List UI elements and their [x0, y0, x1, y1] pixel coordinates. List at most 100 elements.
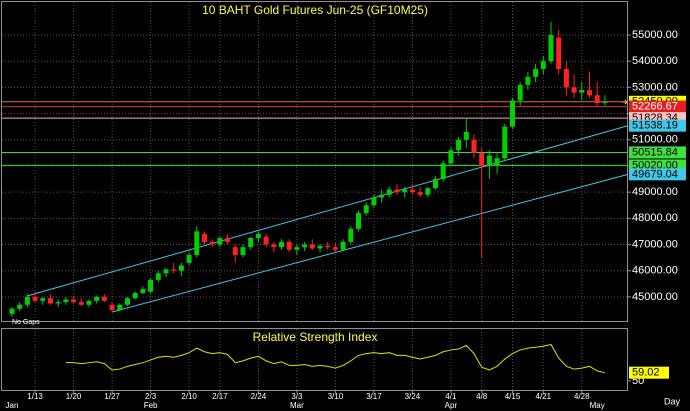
candle-body — [9, 308, 15, 314]
channel-line — [111, 173, 629, 313]
channel-line — [27, 125, 629, 297]
candle-body — [440, 163, 446, 180]
candle-body — [563, 69, 569, 88]
candle-body — [386, 189, 392, 195]
candle-body — [602, 101, 608, 104]
candle-body — [117, 304, 123, 310]
candle-body — [32, 296, 38, 301]
x-tick-label: 2/10 — [181, 392, 197, 401]
x-tick-label: 3/17 — [366, 392, 382, 401]
candle-body — [132, 292, 138, 299]
candle-body — [163, 269, 169, 274]
candle-body — [540, 61, 546, 70]
x-tick-label: 3/3 — [291, 392, 303, 401]
month-label: Jan — [6, 401, 19, 410]
candle-body — [571, 87, 577, 93]
x-tick-label: 4/15 — [505, 392, 521, 401]
candle-body — [510, 100, 515, 127]
y-tick-label: 49000.00 — [632, 186, 678, 198]
x-tick-label: 2/17 — [212, 392, 228, 401]
candle-body — [348, 228, 354, 242]
candle-body — [425, 188, 431, 195]
month-label: Feb — [144, 401, 158, 410]
candle-body — [325, 245, 331, 248]
level-label: 52266.67 — [632, 100, 678, 112]
candle-body — [63, 299, 69, 303]
x-tick-label: 1/20 — [66, 392, 82, 401]
x-tick-label: 4/21 — [536, 392, 552, 401]
candle-body — [479, 152, 485, 166]
x-tick-label: 3/24 — [405, 392, 421, 401]
candle-body — [194, 231, 200, 255]
y-tick-label: 45000.00 — [632, 291, 678, 303]
candle-body — [379, 194, 385, 198]
candle-body — [225, 237, 231, 242]
month-label: Apr — [445, 401, 458, 410]
y-tick-label: 53000.00 — [632, 81, 678, 93]
candle-body — [55, 302, 61, 304]
candle-body — [94, 296, 100, 301]
candle-body — [317, 245, 323, 249]
candle-body — [463, 131, 469, 140]
candle-body — [456, 139, 462, 151]
candle-body — [71, 299, 77, 303]
level-label-box — [629, 100, 686, 113]
candle-body — [140, 289, 146, 293]
candle-body — [533, 69, 539, 77]
candle-body — [17, 304, 23, 309]
candle-body — [433, 179, 438, 189]
candle-body — [155, 273, 161, 280]
y-tick-label: 47000.00 — [632, 238, 678, 250]
level-label: 50515.84 — [632, 146, 678, 158]
candle-body — [302, 244, 308, 248]
candle-body — [286, 241, 292, 250]
y-tick-label: 51000.00 — [632, 134, 678, 146]
candle-body — [217, 237, 223, 245]
candle-body — [394, 189, 400, 193]
x-axis-label: Day — [664, 396, 681, 406]
channel-label: 49679.04 — [632, 168, 678, 180]
price-panel — [1, 1, 628, 322]
candle-body — [471, 139, 477, 153]
x-tick-label: 1/13 — [27, 392, 43, 401]
x-tick-label: 4/28 — [574, 392, 590, 401]
candle-body — [294, 247, 300, 250]
candle-body — [279, 241, 284, 248]
candle-body — [579, 90, 585, 93]
candle-body — [186, 255, 192, 263]
candle-body — [309, 244, 315, 249]
candle-body — [517, 84, 523, 101]
level-label: 50020.00 — [632, 159, 678, 171]
x-tick-label: 3/10 — [328, 392, 344, 401]
candle-body — [78, 302, 84, 305]
candle-body — [548, 35, 554, 62]
y-tick-label: 54000.00 — [632, 55, 678, 67]
y-tick-label: 48000.00 — [632, 212, 678, 224]
note: No Gaps — [12, 319, 40, 326]
candle-body — [255, 234, 261, 238]
candle-body — [178, 265, 184, 271]
channel-label-box — [629, 168, 686, 181]
candle-body — [209, 241, 215, 245]
candle-body — [240, 247, 246, 255]
month-label: Mar — [290, 401, 304, 410]
candle-body — [125, 298, 130, 305]
candle-body — [248, 237, 254, 248]
rsi-value-label: 59.02 — [632, 367, 660, 379]
x-tick-label: 2/24 — [251, 392, 267, 401]
candle-body — [263, 236, 269, 245]
rsi-panel — [1, 328, 628, 391]
chart-title: 10 BAHT Gold Futures Jun-25 (GF10M25) — [202, 3, 428, 17]
y-tick-label: 46000.00 — [632, 265, 678, 277]
channel-label-box — [629, 119, 686, 132]
x-tick-label: 2/3 — [145, 392, 157, 401]
x-tick-label: 1/27 — [104, 392, 120, 401]
candle-body — [271, 244, 277, 248]
candle-body — [417, 192, 423, 195]
rsi-line — [65, 343, 606, 374]
candle-body — [101, 296, 107, 301]
candle-body — [86, 300, 92, 305]
candle-body — [371, 197, 377, 206]
candle-body — [502, 126, 508, 159]
